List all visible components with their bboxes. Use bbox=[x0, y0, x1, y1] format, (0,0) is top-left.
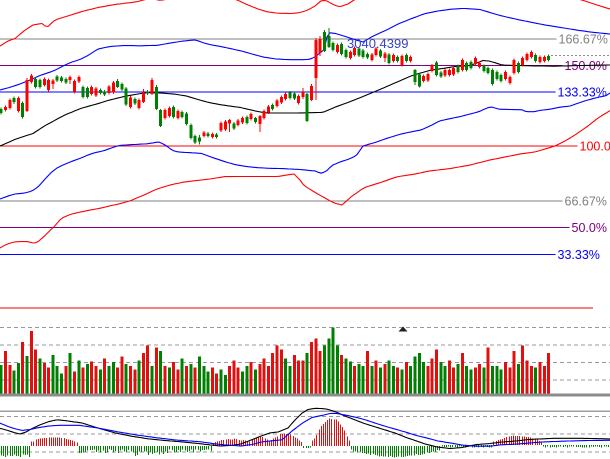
svg-text:50.0%: 50.0% bbox=[572, 221, 607, 235]
svg-text:66.67%: 66.67% bbox=[565, 195, 607, 209]
svg-text:33.33%: 33.33% bbox=[558, 248, 600, 262]
svg-text:3040.4399: 3040.4399 bbox=[347, 36, 408, 51]
svg-text:166.67%: 166.67% bbox=[559, 33, 608, 47]
svg-text:133.33%: 133.33% bbox=[558, 86, 607, 100]
svg-text:150.0%: 150.0% bbox=[565, 59, 607, 73]
svg-text:100.0: 100.0 bbox=[580, 140, 610, 154]
